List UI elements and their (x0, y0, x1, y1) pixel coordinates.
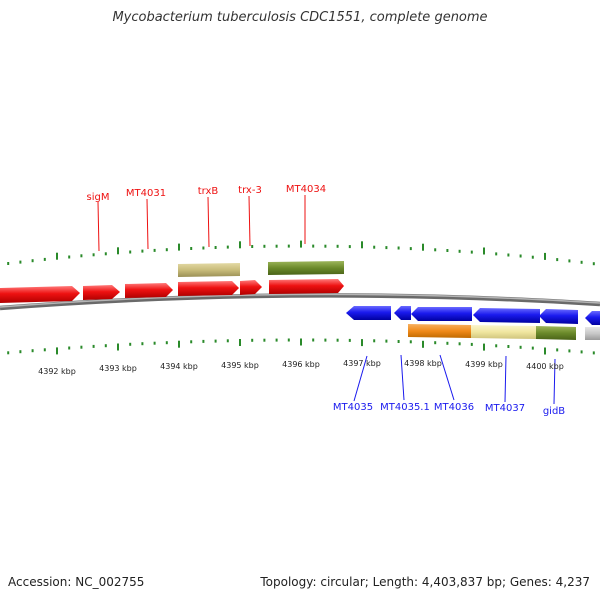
forward-gene-arrow[interactable] (0, 286, 80, 303)
feature-olive-bottom[interactable] (536, 326, 576, 340)
gene-label-MT4035.1[interactable]: MT4035.1 (380, 402, 430, 413)
scale-label: 4396 kbp (282, 360, 320, 369)
gene-label-MT4037[interactable]: MT4037 (485, 403, 525, 414)
reverse-gene-arrow[interactable] (473, 308, 540, 323)
gene-label-MT4034[interactable]: MT4034 (286, 184, 326, 195)
accession-text: Accession: NC_002755 (8, 575, 145, 589)
gene-label-trxB[interactable]: trxB (198, 186, 219, 197)
gene-label-MT4036[interactable]: MT4036 (434, 402, 474, 413)
scale-label: 4400 kbp (526, 362, 564, 371)
scale-label: 4398 kbp (404, 359, 442, 368)
feature-pale-yellow[interactable] (471, 325, 536, 339)
scale-label: 4399 kbp (465, 360, 503, 369)
gene-label-MT4031[interactable]: MT4031 (126, 188, 166, 199)
outer-tick-ring (7, 240, 595, 266)
gene-label-MT4035[interactable]: MT4035 (333, 402, 373, 413)
feature-olive-top[interactable] (268, 261, 344, 275)
reverse-gene-arrow[interactable] (539, 309, 578, 324)
inner-tick-ring (7, 338, 595, 355)
reverse-gene-labels: MT4035 MT4035.1 MT4036 MT4037 gidB (333, 354, 565, 417)
forward-gene-arrow[interactable] (178, 281, 239, 296)
scale-label: 4394 kbp (160, 362, 198, 371)
scale-label: 4397 kbp (343, 359, 381, 368)
gene-label-gidB[interactable]: gidB (543, 406, 565, 417)
scale-labels: 4392 kbp 4393 kbp 4394 kbp 4395 kbp 4396… (38, 359, 564, 376)
forward-gene-arrow[interactable] (83, 285, 120, 300)
reverse-gene-arrow[interactable] (585, 311, 600, 325)
gene-label-sigM[interactable]: sigM (87, 192, 110, 203)
reverse-gene-arrow[interactable] (411, 307, 472, 321)
reverse-gene-arrow[interactable] (346, 306, 391, 320)
genome-backbone (0, 293, 600, 311)
forward-gene-labels: sigM MT4031 trxB trx-3 MT4034 (87, 184, 326, 252)
feature-khaki[interactable] (178, 263, 240, 277)
forward-gene-arrow[interactable] (269, 279, 344, 294)
forward-gene-arrow[interactable] (125, 283, 173, 298)
reverse-gene-arrow[interactable] (394, 306, 411, 320)
scale-label: 4392 kbp (38, 367, 76, 376)
genome-backbone-highlight (0, 293, 600, 308)
forward-gene-arrow[interactable] (240, 280, 262, 295)
scale-label: 4393 kbp (99, 364, 137, 373)
feature-orange[interactable] (408, 324, 471, 338)
gene-label-trx-3[interactable]: trx-3 (238, 185, 262, 196)
genome-summary-text: Topology: circular; Length: 4,403,837 bp… (260, 575, 590, 589)
map-title: Mycobacterium tuberculosis CDC1551, comp… (112, 10, 488, 25)
scale-label: 4395 kbp (221, 361, 259, 370)
feature-grey[interactable] (585, 327, 600, 340)
